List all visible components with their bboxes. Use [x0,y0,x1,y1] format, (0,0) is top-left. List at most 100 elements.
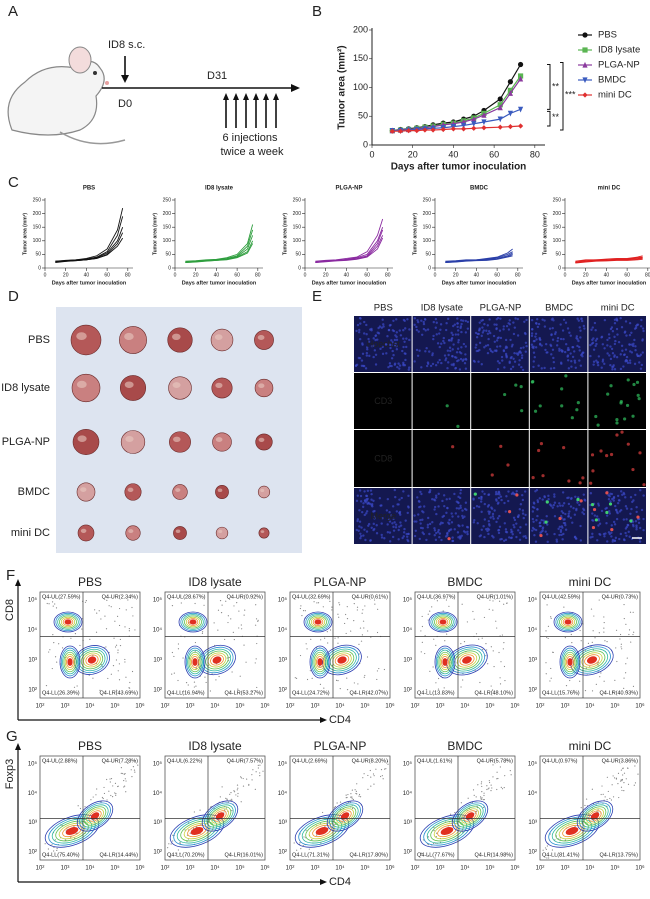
cell-dot [404,519,407,522]
event-dot [110,777,113,780]
event-dot [337,680,339,682]
event-dot [506,759,508,761]
contour [190,827,204,835]
event-dot [337,637,339,639]
cell-dot [540,367,543,370]
event-dot [382,778,384,780]
cell-dot [597,524,600,527]
cell-dot [605,491,609,495]
y-tick-label: 50 [295,252,301,258]
cell-dot [636,323,640,326]
x-tick-label: 10⁵ [610,865,620,872]
event-dot [472,610,474,613]
tumor [211,377,233,399]
contour [426,818,468,844]
event-dot [109,781,111,783]
event-dot [501,788,504,790]
cell-dot [423,318,427,321]
cell-dot [462,342,466,346]
significance-bracket [547,110,551,127]
cell-dot [596,539,599,542]
y-tick-label: 150 [33,225,42,231]
event-dot [590,646,592,648]
cell-dot [361,352,365,355]
y-tick-label: 50 [358,111,368,121]
event-dot [134,629,136,631]
cell-dot [564,512,567,516]
event-dot [318,665,320,667]
x-tick-label: 10² [411,866,420,872]
tumor-highlight [80,528,87,534]
cell-dot [389,346,392,350]
cell-dot [520,354,524,357]
event-dot [125,791,127,793]
cell-dot [576,501,579,504]
cell-dot [642,494,645,497]
cell-dot [498,329,502,332]
tumor-highlight [217,488,223,492]
cell-dot [632,342,635,346]
cell-dot [355,499,359,503]
cell-dot [519,526,522,529]
panel-label: A [8,3,18,20]
cell-dot [499,495,503,498]
tumor [257,485,271,499]
cell-dot [372,337,375,340]
event-dot [102,797,104,800]
event-dot [367,774,369,777]
event-dot [549,833,551,835]
cell-dot [507,510,512,514]
event-dot [242,785,245,787]
cell-dot [610,524,613,527]
event-dot [237,787,239,789]
injection-label: ID8 s.c. [108,39,145,51]
cell-dot [619,316,622,320]
cell-dot [551,326,554,330]
cell-dot [609,363,612,367]
event-dot [356,606,359,608]
cell-dot [626,361,630,365]
cell-dot [609,327,613,331]
cell-dot [557,527,560,531]
quadrant-label: Q4-UL(2.69%) [292,758,328,764]
event-dot [182,691,184,693]
cell-dot [504,538,508,542]
event-dot [427,619,429,621]
tumor-highlight [77,435,87,443]
cell-dot [533,533,536,537]
x-axis-label: CD4 [329,876,351,888]
cell-dot [612,495,616,499]
cell-dot [559,504,562,507]
plot-title: PBS [78,739,102,753]
cell-dot [419,522,422,525]
y-tick-label: 10⁴ [28,790,38,797]
cell-dot [551,348,555,351]
marker [517,106,524,113]
y-tick-label: 150 [553,225,562,231]
event-dot [547,625,550,627]
tumor-highlight [128,529,134,533]
contour [439,653,451,671]
event-dot [351,798,353,800]
cell-dot [459,488,463,492]
event-dot [579,680,581,682]
event-dot [54,656,57,658]
event-dot [499,766,501,768]
event-dot [232,631,234,633]
cell-dot [395,318,398,321]
event-dot [227,621,229,624]
cell-dot [459,325,463,328]
event-dot [327,642,329,644]
cell-dot [419,526,423,530]
event-dot [124,661,126,663]
cell-dot [374,334,377,338]
event-dot [115,644,118,646]
cell-dot [536,318,539,321]
cell-dot [538,524,542,528]
event-dot [51,844,53,846]
event-dot [590,608,593,610]
y-tick-label: 0 [558,265,561,271]
event-dot [107,677,109,680]
cell-dot [365,323,368,327]
cell-dot [512,321,515,324]
